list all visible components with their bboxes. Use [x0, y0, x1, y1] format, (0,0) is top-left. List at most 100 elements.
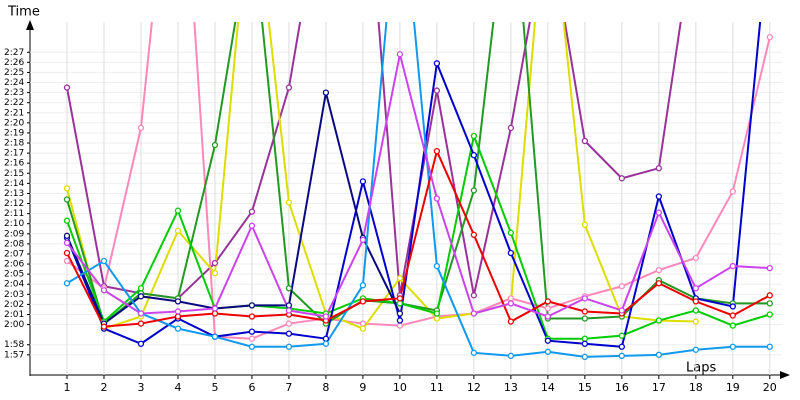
data-point — [137, 124, 145, 132]
data-point — [137, 285, 145, 292]
data-point — [766, 343, 773, 350]
x-tick-label: 18 — [689, 381, 703, 394]
data-point — [507, 249, 515, 257]
data-point — [63, 84, 71, 91]
x-tick-label: 4 — [174, 381, 181, 394]
series-line — [66, 132, 771, 340]
data-point — [211, 259, 219, 267]
data-point — [655, 209, 662, 216]
data-point — [63, 217, 71, 224]
series-line — [66, 22, 696, 330]
series-line — [66, 148, 771, 328]
y-tick-label: 2:04 — [4, 280, 24, 290]
y-tick-label: 2:02 — [4, 300, 24, 310]
data-point — [433, 195, 441, 202]
data-point — [581, 308, 589, 315]
data-point — [396, 310, 404, 317]
data-point — [100, 257, 108, 265]
y-tick-label: 2:06 — [4, 260, 24, 270]
y-axis-title: Time — [7, 5, 40, 20]
data-point — [692, 307, 699, 314]
data-point — [729, 312, 736, 319]
plot-area — [63, 22, 773, 360]
data-point — [63, 239, 71, 247]
x-arrow — [780, 371, 790, 379]
data-point — [470, 187, 478, 194]
data-point — [433, 147, 441, 155]
data-point — [137, 340, 145, 347]
data-point — [285, 343, 293, 350]
data-point — [692, 318, 699, 325]
data-point — [285, 330, 293, 337]
x-tick-label: 17 — [652, 381, 666, 394]
data-point — [729, 322, 736, 329]
data-point — [433, 310, 441, 317]
series-line — [66, 22, 762, 348]
data-point — [359, 178, 367, 185]
data-point — [766, 292, 773, 299]
y-tick-label: 2:07 — [4, 249, 24, 259]
data-point — [248, 343, 256, 350]
data-point — [655, 266, 662, 274]
y-tick-label: 2:17 — [4, 149, 24, 159]
y-tick-label: 2:22 — [4, 98, 24, 108]
y-tick-label: 2:09 — [4, 229, 24, 239]
x-tick-label: 8 — [322, 381, 329, 394]
data-point — [100, 323, 108, 330]
data-point — [470, 310, 478, 317]
x-tick-label: 13 — [504, 381, 518, 394]
data-point — [211, 310, 219, 317]
data-point — [692, 254, 699, 262]
data-point — [248, 208, 256, 215]
data-point — [729, 188, 736, 195]
data-point — [766, 300, 773, 307]
data-point — [137, 310, 145, 317]
data-point — [211, 269, 219, 277]
y-tick-label: 2:10 — [4, 219, 24, 229]
data-point — [174, 207, 182, 214]
data-point — [581, 340, 589, 347]
series-line — [66, 22, 770, 326]
data-point — [507, 124, 515, 132]
data-point — [359, 282, 367, 289]
data-point — [692, 346, 699, 353]
data-point — [507, 229, 515, 236]
x-tick-label: 10 — [393, 381, 407, 394]
data-point — [174, 313, 182, 320]
x-tick-label: 6 — [248, 381, 255, 394]
data-point — [729, 343, 736, 350]
data-point — [322, 335, 330, 342]
data-point — [248, 335, 256, 342]
y-tick-label: 2:26 — [4, 58, 24, 68]
data-point — [766, 264, 773, 272]
data-point — [544, 348, 552, 355]
x-tick-label: 1 — [63, 381, 70, 394]
data-point — [322, 89, 330, 96]
series-line — [66, 92, 401, 326]
data-point — [174, 308, 182, 315]
data-point — [433, 87, 441, 94]
y-tick-label: 2:08 — [4, 239, 24, 249]
data-point — [285, 307, 293, 314]
data-point — [211, 141, 219, 149]
data-point — [396, 295, 404, 302]
data-point — [248, 222, 256, 229]
data-point — [507, 300, 515, 307]
x-tick-label: 7 — [285, 381, 292, 394]
data-point — [581, 315, 589, 322]
data-point — [396, 275, 404, 282]
x-tick-label: 9 — [359, 381, 366, 394]
data-point — [396, 300, 404, 307]
data-point — [174, 325, 182, 332]
data-point — [470, 349, 478, 356]
data-point — [174, 227, 182, 234]
y-tick-label: 2:15 — [4, 169, 24, 179]
data-point — [729, 303, 736, 310]
data-point — [581, 335, 589, 342]
data-point — [63, 257, 71, 265]
data-point — [618, 332, 625, 339]
data-point — [396, 317, 404, 324]
data-point — [470, 231, 478, 238]
y-tick-label: 2:25 — [4, 68, 24, 78]
